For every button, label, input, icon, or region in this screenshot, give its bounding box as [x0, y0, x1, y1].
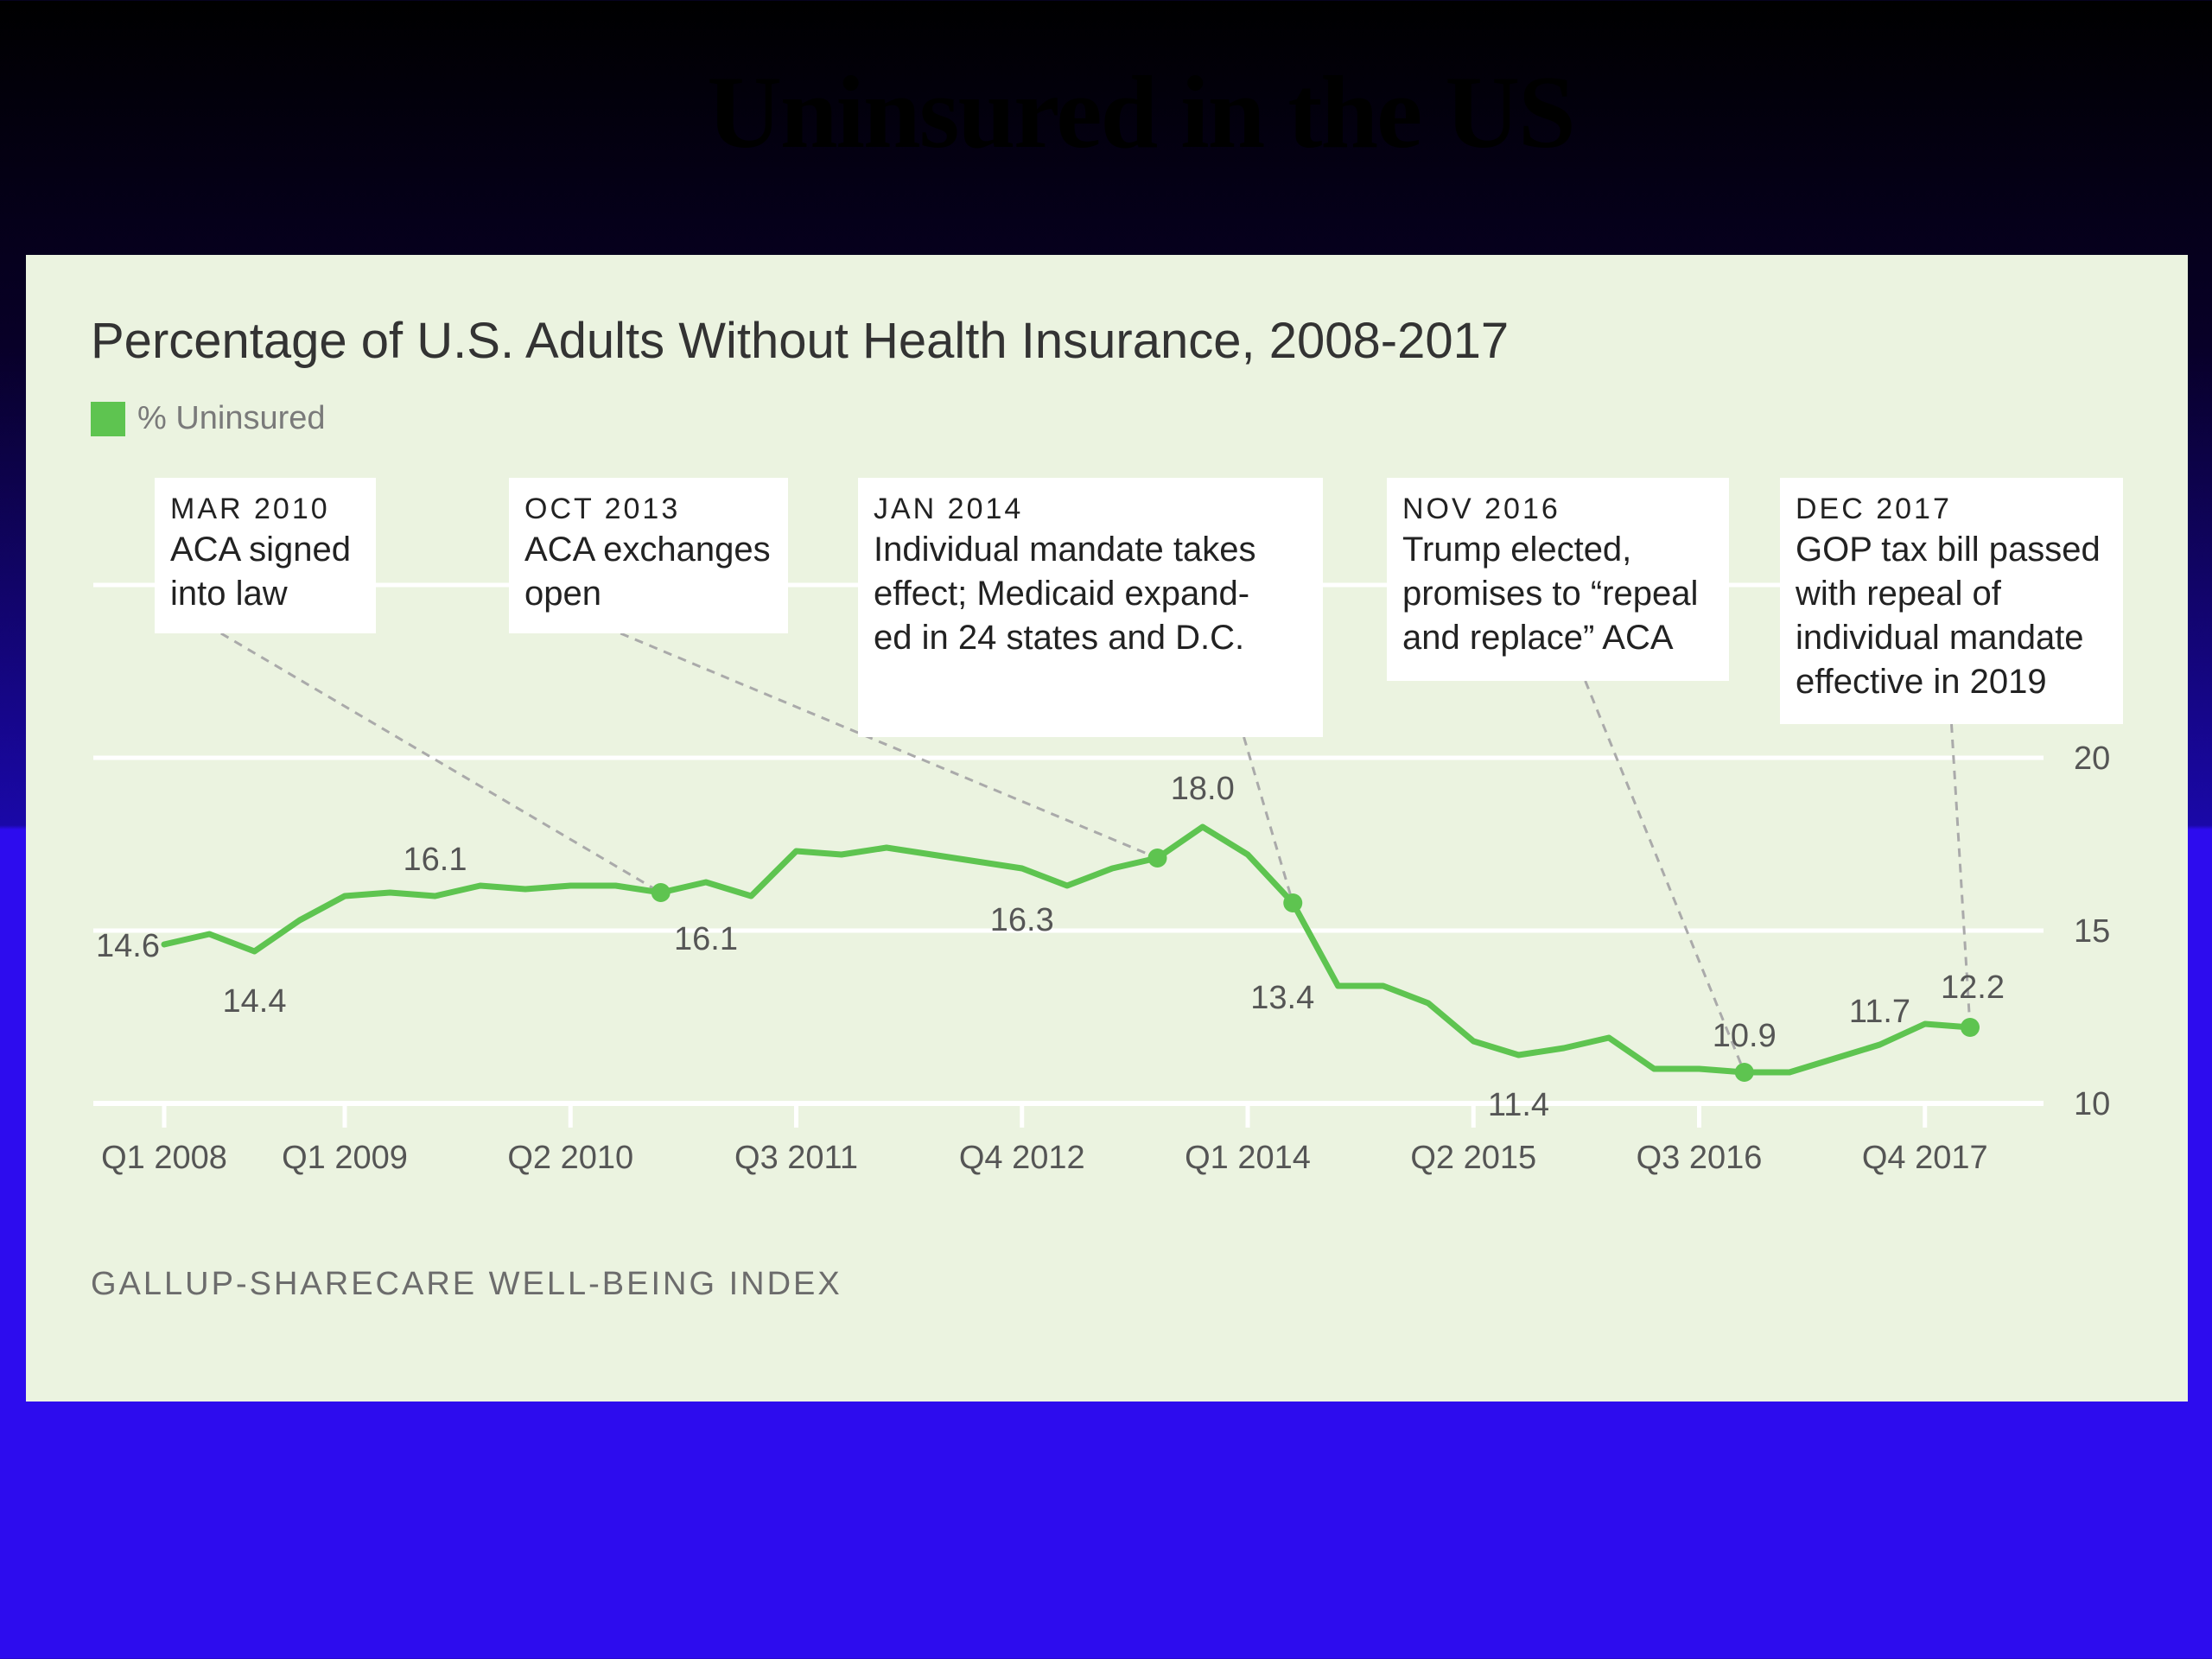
line-chart: 20 15 10 Q1 2008 Q1 2009 Q2 2010 Q3 2011 Q4 201… — [93, 582, 2110, 1176]
data-point — [1283, 893, 1303, 912]
data-label: 16.3 — [990, 902, 1054, 938]
data-point — [1734, 1063, 1754, 1082]
data-label: 16.1 — [674, 921, 738, 957]
x-tick-label: Q4 2017 — [1862, 1140, 1988, 1176]
y-tick-label: 20 — [2074, 741, 2110, 777]
data-label: 16.1 — [404, 842, 467, 878]
annotation-aca-signed: MAR 2010 ACA signed into law — [155, 478, 376, 633]
annotation-text: ACA signed into law — [170, 531, 352, 613]
y-tick-label: 10 — [2074, 1086, 2110, 1122]
annotation-text: GOP tax bill passed with repeal of individ… — [1796, 531, 2101, 701]
annotation-leader-line — [1243, 736, 1294, 904]
annotation-gop-tax-bill: DEC 2017 GOP tax bill passed with repeal … — [1780, 478, 2123, 724]
data-label: 14.6 — [96, 928, 160, 964]
series-line-uninsured — [161, 823, 1974, 1076]
data-point — [1147, 849, 1167, 868]
legend-swatch — [91, 401, 125, 436]
data-label: 12.2 — [1941, 969, 2005, 1006]
data-label: 13.4 — [1250, 980, 1314, 1016]
annotation-leader-line — [620, 632, 1159, 860]
data-label: 10.9 — [1713, 1018, 1777, 1054]
annotation-trump-elected: NOV 2016 Trump elected, promises to “repe… — [1387, 478, 1729, 681]
legend-label: % Uninsured — [137, 400, 326, 436]
x-tick-label: Q2 2015 — [1410, 1140, 1536, 1176]
annotation-leader-line — [1584, 680, 1746, 1073]
slide-title: Uninsured in the US — [707, 54, 1575, 169]
annotation-date: MAR 2010 — [170, 493, 330, 525]
data-point — [651, 883, 671, 902]
annotation-date: JAN 2014 — [874, 493, 1024, 525]
x-tick-label: Q2 2010 — [507, 1140, 633, 1176]
annotation-date: NOV 2016 — [1402, 493, 1560, 525]
annotation-date: OCT 2013 — [524, 493, 681, 525]
x-tick-label: Q4 2012 — [959, 1140, 1085, 1176]
chart-title: Percentage of U.S. Adults Without Health… — [91, 313, 1510, 369]
x-tick-label: Q1 2008 — [101, 1140, 227, 1176]
x-tick-label: Q3 2016 — [1637, 1140, 1763, 1176]
y-tick-label: 15 — [2074, 913, 2110, 950]
annotation-leader-line — [220, 632, 662, 894]
annotation-text: Individual mandate takes effect; Medicaid… — [874, 531, 1256, 657]
annotation-leader-line — [1950, 723, 1972, 1028]
data-label: 18.0 — [1171, 771, 1235, 807]
chart-source: GALLUP-SHARECARE WELL-BEING INDEX — [91, 1266, 842, 1302]
x-tick-label: Q1 2009 — [282, 1140, 408, 1176]
annotation-text: ACA exchanges open — [524, 531, 771, 613]
x-tick-label: Q1 2014 — [1185, 1140, 1311, 1176]
data-label: 14.4 — [223, 983, 287, 1020]
data-label: 11.4 — [1488, 1087, 1549, 1123]
annotation-individual-mandate: JAN 2014 Individual mandate takes effect;… — [858, 478, 1323, 737]
data-label: 11.7 — [1849, 994, 1910, 1030]
chart-panel: Percentage of U.S. Adults Without Health… — [26, 255, 2188, 1402]
legend: % Uninsured — [91, 400, 326, 437]
x-tick-label: Q3 2011 — [734, 1140, 858, 1176]
annotation-text: Trump elected, promises to “repeal and rep… — [1402, 531, 1699, 657]
data-point — [1961, 1018, 1980, 1037]
annotation-exchanges-open: OCT 2013 ACA exchanges open — [509, 478, 788, 633]
annotation-date: DEC 2017 — [1796, 493, 1952, 525]
